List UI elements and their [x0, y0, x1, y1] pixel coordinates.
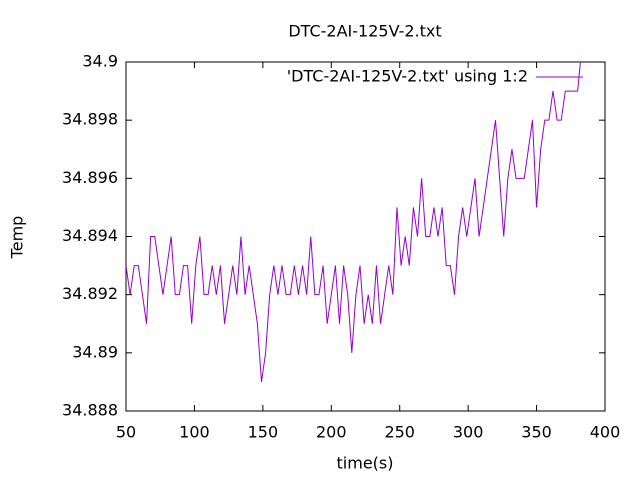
legend-label: 'DTC-2AI-125V-2.txt' using 1:2 [287, 67, 528, 86]
y-tick-label: 34.892 [62, 284, 118, 303]
x-tick-label: 50 [116, 423, 136, 442]
y-tick-label: 34.9 [82, 52, 118, 71]
y-tick-label: 34.898 [62, 110, 118, 129]
plot-border [125, 61, 606, 412]
y-tick-label: 34.896 [62, 168, 118, 187]
data-line [126, 61, 581, 382]
y-tick-label: 34.89 [72, 342, 118, 361]
x-tick-label: 250 [384, 423, 415, 442]
x-axis-label: time(s) [337, 454, 394, 473]
y-axis-label: Temp [8, 216, 27, 260]
y-tick-label: 34.888 [62, 401, 118, 420]
x-tick-label: 300 [453, 423, 484, 442]
x-tick-label: 350 [521, 423, 552, 442]
x-tick-label: 100 [179, 423, 210, 442]
x-tick-label: 150 [248, 423, 279, 442]
x-tick-label: 200 [316, 423, 347, 442]
y-tick-label: 34.894 [62, 226, 118, 245]
chart-title: DTC-2AI-125V-2.txt [288, 22, 441, 41]
x-tick-label: 400 [590, 423, 621, 442]
